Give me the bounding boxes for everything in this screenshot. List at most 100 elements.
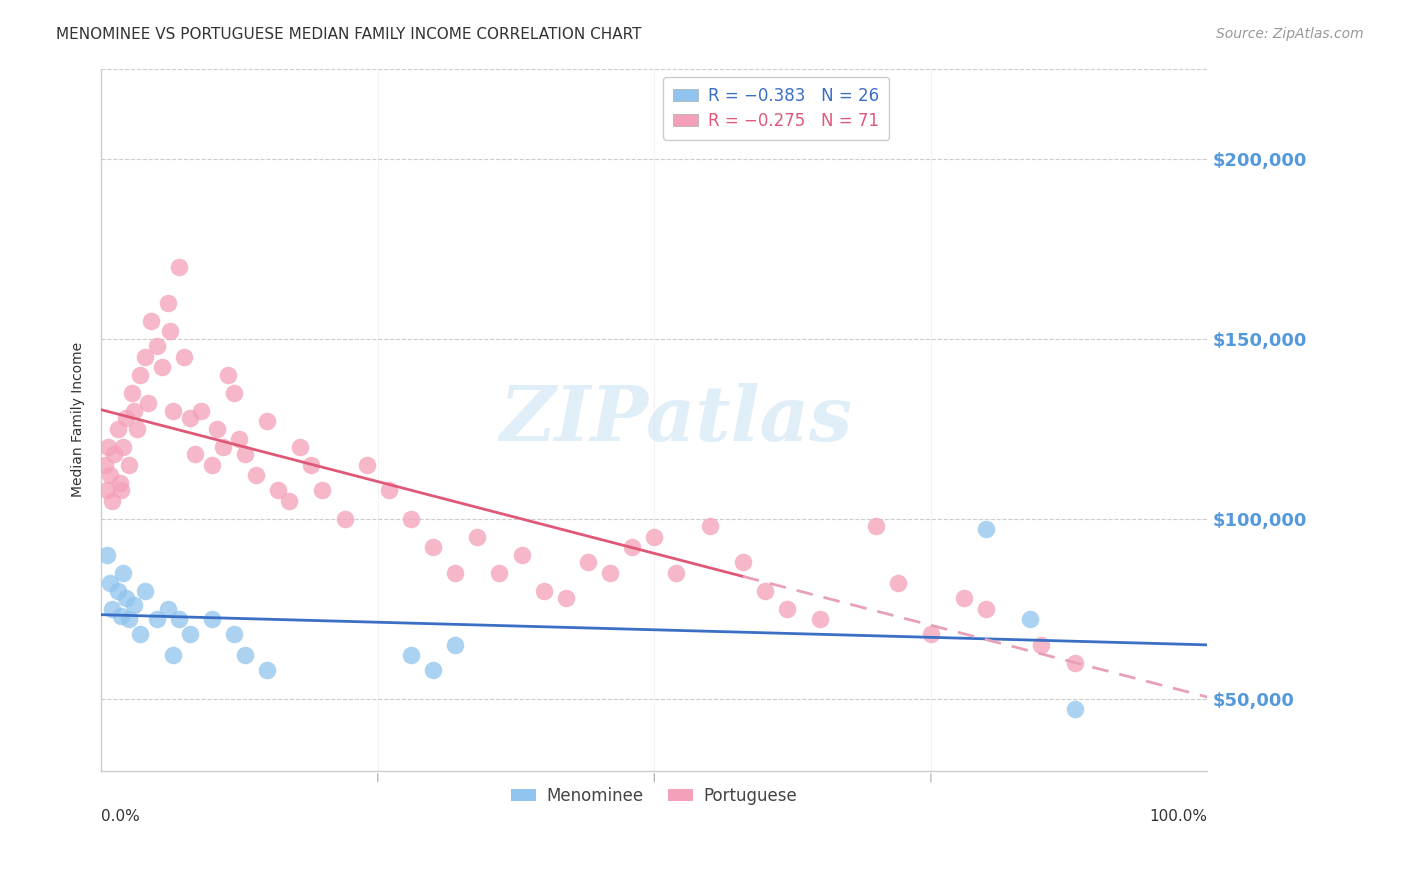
- Y-axis label: Median Family Income: Median Family Income: [72, 342, 86, 497]
- Point: [96, 483, 118, 497]
- Point: [112, 440, 135, 454]
- Point: [159, 325, 181, 339]
- Point: [167, 260, 190, 274]
- Point: [621, 541, 644, 555]
- Point: [808, 612, 831, 626]
- Text: 0.0%: 0.0%: [101, 809, 141, 824]
- Point: [97, 440, 120, 454]
- Point: [110, 608, 132, 623]
- Point: [162, 403, 184, 417]
- Point: [167, 612, 190, 626]
- Point: [136, 396, 159, 410]
- Point: [228, 433, 250, 447]
- Point: [554, 591, 576, 605]
- Point: [139, 313, 162, 327]
- Point: [107, 583, 129, 598]
- Point: [510, 548, 533, 562]
- Point: [731, 555, 754, 569]
- Point: [179, 627, 201, 641]
- Point: [256, 414, 278, 428]
- Point: [233, 648, 256, 663]
- Point: [118, 612, 141, 626]
- Point: [173, 350, 195, 364]
- Point: [920, 627, 942, 641]
- Point: [333, 511, 356, 525]
- Point: [156, 295, 179, 310]
- Point: [124, 598, 146, 612]
- Legend: Menominee, Portuguese: Menominee, Portuguese: [505, 780, 804, 812]
- Point: [98, 468, 121, 483]
- Point: [207, 422, 229, 436]
- Point: [103, 447, 125, 461]
- Point: [399, 648, 422, 663]
- Point: [217, 368, 239, 382]
- Point: [201, 612, 224, 626]
- Point: [112, 566, 135, 580]
- Point: [599, 566, 621, 580]
- Point: [222, 385, 245, 400]
- Point: [150, 360, 173, 375]
- Point: [974, 523, 997, 537]
- Point: [201, 458, 224, 472]
- Point: [665, 566, 688, 580]
- Point: [145, 612, 167, 626]
- Point: [422, 663, 444, 677]
- Point: [278, 493, 301, 508]
- Point: [356, 458, 378, 472]
- Text: Source: ZipAtlas.com: Source: ZipAtlas.com: [1216, 27, 1364, 41]
- Point: [1019, 612, 1042, 626]
- Point: [754, 583, 776, 598]
- Point: [129, 627, 152, 641]
- Point: [267, 483, 290, 497]
- Point: [124, 403, 146, 417]
- Point: [776, 601, 799, 615]
- Point: [222, 627, 245, 641]
- Point: [533, 583, 555, 598]
- Point: [233, 447, 256, 461]
- Point: [399, 511, 422, 525]
- Point: [134, 350, 156, 364]
- Point: [465, 530, 488, 544]
- Point: [134, 583, 156, 598]
- Point: [145, 339, 167, 353]
- Point: [643, 530, 665, 544]
- Point: [107, 422, 129, 436]
- Point: [576, 555, 599, 569]
- Text: ZIPatlas: ZIPatlas: [501, 383, 853, 457]
- Point: [488, 566, 510, 580]
- Point: [96, 548, 118, 562]
- Point: [179, 410, 201, 425]
- Point: [256, 663, 278, 677]
- Point: [184, 447, 207, 461]
- Point: [212, 440, 235, 454]
- Point: [114, 410, 136, 425]
- Point: [245, 468, 267, 483]
- Point: [699, 519, 721, 533]
- Point: [444, 566, 467, 580]
- Point: [1063, 702, 1085, 716]
- Point: [378, 483, 401, 497]
- Text: MENOMINEE VS PORTUGUESE MEDIAN FAMILY INCOME CORRELATION CHART: MENOMINEE VS PORTUGUESE MEDIAN FAMILY IN…: [56, 27, 641, 42]
- Point: [156, 601, 179, 615]
- Point: [98, 576, 121, 591]
- Point: [1031, 638, 1053, 652]
- Point: [110, 483, 132, 497]
- Point: [299, 458, 322, 472]
- Point: [129, 368, 152, 382]
- Point: [1063, 656, 1085, 670]
- Point: [101, 601, 124, 615]
- Point: [125, 422, 148, 436]
- Point: [121, 385, 143, 400]
- Point: [290, 440, 312, 454]
- Point: [108, 475, 131, 490]
- Text: 100.0%: 100.0%: [1149, 809, 1208, 824]
- Point: [93, 458, 115, 472]
- Point: [118, 458, 141, 472]
- Point: [953, 591, 976, 605]
- Point: [886, 576, 908, 591]
- Point: [865, 519, 887, 533]
- Point: [422, 541, 444, 555]
- Point: [444, 638, 467, 652]
- Point: [311, 483, 333, 497]
- Point: [974, 601, 997, 615]
